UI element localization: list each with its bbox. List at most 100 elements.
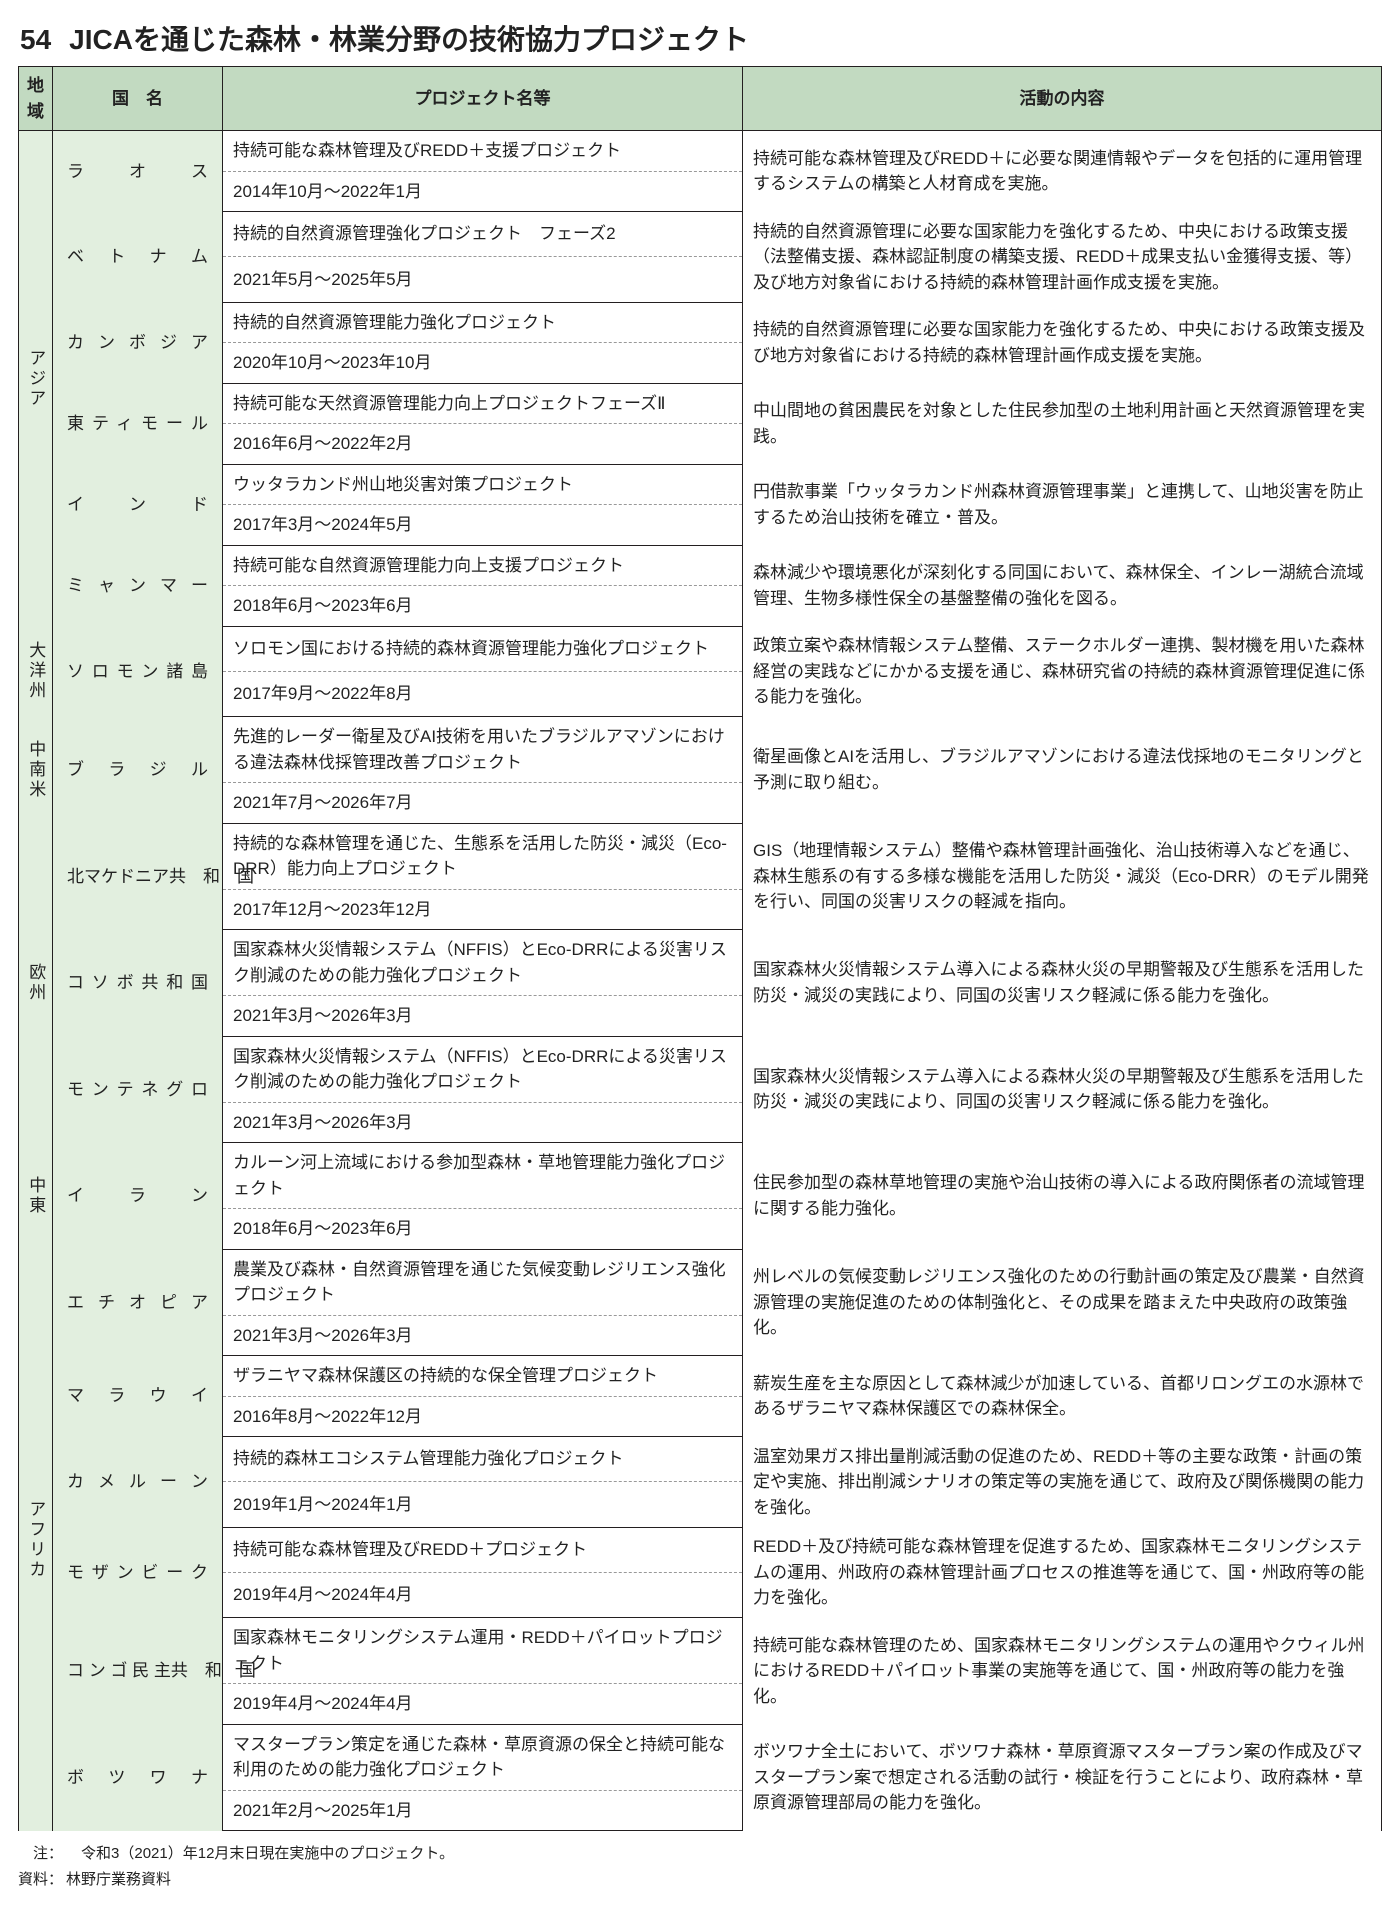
region-cell: 欧州 xyxy=(19,823,53,1143)
description-cell: 円借款事業「ウッタラカンド州森林資源管理事業」と連携して、山地災害を防止するため… xyxy=(743,464,1382,545)
table-row: コ ン ゴ 民 主共 和 国国家森林モニタリングシステム運用・REDD＋パイロッ… xyxy=(19,1618,1382,1684)
description-cell: 国家森林火災情報システム導入による森林火災の早期警報及び生態系を活用した防災・減… xyxy=(743,1036,1382,1143)
description-cell: 持続可能な森林管理のため、国家森林モニタリングシステムの運用やクウィル州における… xyxy=(743,1618,1382,1725)
footnotes: 注：令和3（2021）年12月末日現在実施中のプロジェクト。 資料：林野庁業務資… xyxy=(18,1841,1382,1892)
country-cell: イ ン ド xyxy=(53,464,223,545)
project-period-cell: 2019年1月～2024年1月 xyxy=(223,1482,743,1527)
description-cell: 国家森林火災情報システム導入による森林火災の早期警報及び生態系を活用した防災・減… xyxy=(743,930,1382,1037)
country-cell: ブ ラ ジ ル xyxy=(53,717,223,824)
project-period-cell: 2021年3月～2026年3月 xyxy=(223,1102,743,1143)
project-name-cell: ソロモン国における持続的森林資源管理能力強化プロジェクト xyxy=(223,626,743,671)
project-name-cell: 持続可能な自然資源管理能力向上支援プロジェクト xyxy=(223,545,743,586)
table-row: イ ン ドウッタラカンド州山地災害対策プロジェクト円借款事業「ウッタラカンド州森… xyxy=(19,464,1382,505)
project-period-cell: 2021年5月～2025年5月 xyxy=(223,257,743,302)
project-name-cell: 先進的レーダー衛星及びAI技術を用いたブラジルアマゾンにおける違法森林伐採管理改… xyxy=(223,717,743,783)
project-name-cell: 農業及び森林・自然資源管理を通じた気候変動レジリエンス強化プロジェクト xyxy=(223,1249,743,1315)
th-desc: 活動の内容 xyxy=(743,67,1382,131)
description-cell: 持続的自然資源管理に必要な国家能力を強化するため、中央における政策支援及び地方対… xyxy=(743,302,1382,383)
project-period-cell: 2018年6月～2023年6月 xyxy=(223,586,743,627)
description-cell: 住民参加型の森林草地管理の実施や治山技術の導入による政府関係者の流域管理に関する… xyxy=(743,1143,1382,1250)
table-row: コソボ共和国国家森林火災情報システム（NFFIS）とEco-DRRによる災害リス… xyxy=(19,930,1382,996)
project-period-cell: 2020年10月～2023年10月 xyxy=(223,343,743,384)
project-period-cell: 2014年10月～2022年1月 xyxy=(223,171,743,212)
description-cell: 温室効果ガス排出量削減活動の促進のため、REDD＋等の主要な政策・計画の策定や実… xyxy=(743,1437,1382,1528)
project-name-cell: 持続可能な天然資源管理能力向上プロジェクトフェーズⅡ xyxy=(223,383,743,424)
region-cell: 中東 xyxy=(19,1143,53,1250)
table-row: 中東イ ラ ンカルーン河上流域における参加型森林・草地管理能力強化プロジェクト住… xyxy=(19,1143,1382,1209)
title-number: 54 xyxy=(20,24,51,55)
footnote-1: 注：令和3（2021）年12月末日現在実施中のプロジェクト。 xyxy=(18,1841,1382,1867)
table-row: アジアラ オ ス持続可能な森林管理及びREDD＋支援プロジェクト持続可能な森林管… xyxy=(19,131,1382,172)
project-name-cell: 持続的自然資源管理強化プロジェクト フェーズ2 xyxy=(223,212,743,257)
projects-table: 地域 国 名 プロジェクト名等 活動の内容 アジアラ オ ス持続可能な森林管理及… xyxy=(18,66,1382,1831)
region-cell: 大洋州 xyxy=(19,626,53,717)
page-title: 54 JICAを通じた森林・林業分野の技術協力プロジェクト xyxy=(20,18,1382,58)
country-cell: カ メ ル ー ン xyxy=(53,1437,223,1528)
country-cell: イ ラ ン xyxy=(53,1143,223,1250)
description-cell: 政策立案や森林情報システム整備、ステークホルダー連携、製材機を用いた森林経営の実… xyxy=(743,626,1382,717)
country-cell: モンテネグロ xyxy=(53,1036,223,1143)
region-cell: アジア xyxy=(19,131,53,627)
description-cell: ボツワナ全土において、ボツワナ森林・草原資源マスタープラン案の作成及びマスタープ… xyxy=(743,1724,1382,1831)
table-row: カ ン ボ ジ ア持続的自然資源管理能力強化プロジェクト持続的自然資源管理に必要… xyxy=(19,302,1382,343)
description-cell: REDD＋及び持続可能な森林管理を促進するため、国家森林モニタリングシステムの運… xyxy=(743,1527,1382,1618)
table-row: ベ ト ナ ム持続的自然資源管理強化プロジェクト フェーズ2持続的自然資源管理に… xyxy=(19,212,1382,257)
table-header-row: 地域 国 名 プロジェクト名等 活動の内容 xyxy=(19,67,1382,131)
title-text: JICAを通じた森林・林業分野の技術協力プロジェクト xyxy=(69,24,749,55)
th-project: プロジェクト名等 xyxy=(223,67,743,131)
table-row: 東ティモール持続可能な天然資源管理能力向上プロジェクトフェーズⅡ中山間地の貧困農… xyxy=(19,383,1382,424)
project-period-cell: 2017年3月～2024年5月 xyxy=(223,505,743,546)
project-period-cell: 2019年4月～2024年4月 xyxy=(223,1572,743,1617)
country-cell: ベ ト ナ ム xyxy=(53,212,223,303)
table-row: マ ラ ウ イザラニヤマ森林保護区の持続的な保全管理プロジェクト薪炭生産を主な原… xyxy=(19,1356,1382,1397)
description-cell: 薪炭生産を主な原因として森林減少が加速している、首都リロングエの水源林であるザラ… xyxy=(743,1356,1382,1437)
country-cell: エ チ オ ピ ア xyxy=(53,1249,223,1356)
country-cell: カ ン ボ ジ ア xyxy=(53,302,223,383)
project-name-cell: ザラニヤマ森林保護区の持続的な保全管理プロジェクト xyxy=(223,1356,743,1397)
project-name-cell: 国家森林火災情報システム（NFFIS）とEco-DRRによる災害リスク削減のため… xyxy=(223,930,743,996)
project-name-cell: カルーン河上流域における参加型森林・草地管理能力強化プロジェクト xyxy=(223,1143,743,1209)
country-cell: ラ オ ス xyxy=(53,131,223,212)
country-cell: ミ ャ ン マ ー xyxy=(53,545,223,626)
country-cell: コ ン ゴ 民 主共 和 国 xyxy=(53,1618,223,1725)
project-period-cell: 2018年6月～2023年6月 xyxy=(223,1209,743,1250)
description-cell: 持続可能な森林管理及びREDD＋に必要な関連情報やデータを包括的に運用管理するシ… xyxy=(743,131,1382,212)
region-cell: アフリカ xyxy=(19,1249,53,1831)
table-row: 中南米ブ ラ ジ ル先進的レーダー衛星及びAI技術を用いたブラジルアマゾンにおけ… xyxy=(19,717,1382,783)
project-name-cell: 持続可能な森林管理及びREDD＋プロジェクト xyxy=(223,1527,743,1572)
project-name-cell: 国家森林火災情報システム（NFFIS）とEco-DRRによる災害リスク削減のため… xyxy=(223,1036,743,1102)
description-cell: 中山間地の貧困農民を対象とした住民参加型の土地利用計画と天然資源管理を実践。 xyxy=(743,383,1382,464)
project-period-cell: 2016年8月～2022年12月 xyxy=(223,1396,743,1437)
footnote-2: 資料：林野庁業務資料 xyxy=(18,1867,1382,1893)
project-period-cell: 2021年3月～2026年3月 xyxy=(223,1315,743,1356)
table-row: アフリカエ チ オ ピ ア農業及び森林・自然資源管理を通じた気候変動レジリエンス… xyxy=(19,1249,1382,1315)
project-period-cell: 2016年6月～2022年2月 xyxy=(223,424,743,465)
project-name-cell: ウッタラカンド州山地災害対策プロジェクト xyxy=(223,464,743,505)
project-name-cell: 持続的森林エコシステム管理能力強化プロジェクト xyxy=(223,1437,743,1482)
project-name-cell: 持続的自然資源管理能力強化プロジェクト xyxy=(223,302,743,343)
table-row: カ メ ル ー ン持続的森林エコシステム管理能力強化プロジェクト温室効果ガス排出… xyxy=(19,1437,1382,1482)
description-cell: GIS（地理情報システム）整備や森林管理計画強化、治山技術導入などを通じ、森林生… xyxy=(743,823,1382,930)
table-row: ミ ャ ン マ ー持続可能な自然資源管理能力向上支援プロジェクト森林減少や環境悪… xyxy=(19,545,1382,586)
country-cell: 北マケドニア共 和 国 xyxy=(53,823,223,930)
project-name-cell: 持続可能な森林管理及びREDD＋支援プロジェクト xyxy=(223,131,743,172)
th-country: 国 名 xyxy=(53,67,223,131)
table-row: ボ ツ ワ ナマスタープラン策定を通じた森林・草原資源の保全と持続可能な利用のた… xyxy=(19,1724,1382,1790)
project-period-cell: 2019年4月～2024年4月 xyxy=(223,1684,743,1725)
description-cell: 衛星画像とAIを活用し、ブラジルアマゾンにおける違法伐採地のモニタリングと予測に… xyxy=(743,717,1382,824)
country-cell: 東ティモール xyxy=(53,383,223,464)
description-cell: 森林減少や環境悪化が深刻化する同国において、森林保全、インレー湖統合流域管理、生… xyxy=(743,545,1382,626)
country-cell: コソボ共和国 xyxy=(53,930,223,1037)
description-cell: 州レベルの気候変動レジリエンス強化のための行動計画の策定及び農業・自然資源管理の… xyxy=(743,1249,1382,1356)
country-cell: モザンビーク xyxy=(53,1527,223,1618)
table-row: 欧州北マケドニア共 和 国持続的な森林管理を通じた、生態系を活用した防災・減災（… xyxy=(19,823,1382,889)
table-row: モンテネグロ国家森林火災情報システム（NFFIS）とEco-DRRによる災害リス… xyxy=(19,1036,1382,1102)
description-cell: 持続的自然資源管理に必要な国家能力を強化するため、中央における政策支援（法整備支… xyxy=(743,212,1382,303)
project-period-cell: 2021年3月～2026年3月 xyxy=(223,996,743,1037)
project-name-cell: マスタープラン策定を通じた森林・草原資源の保全と持続可能な利用のための能力強化プ… xyxy=(223,1724,743,1790)
th-region: 地域 xyxy=(19,67,53,131)
project-period-cell: 2017年9月～2022年8月 xyxy=(223,671,743,716)
project-period-cell: 2017年12月～2023年12月 xyxy=(223,889,743,930)
table-row: 大洋州ソロモン諸島ソロモン国における持続的森林資源管理能力強化プロジェクト政策立… xyxy=(19,626,1382,671)
project-name-cell: 持続的な森林管理を通じた、生態系を活用した防災・減災（Eco-DRR）能力向上プ… xyxy=(223,823,743,889)
